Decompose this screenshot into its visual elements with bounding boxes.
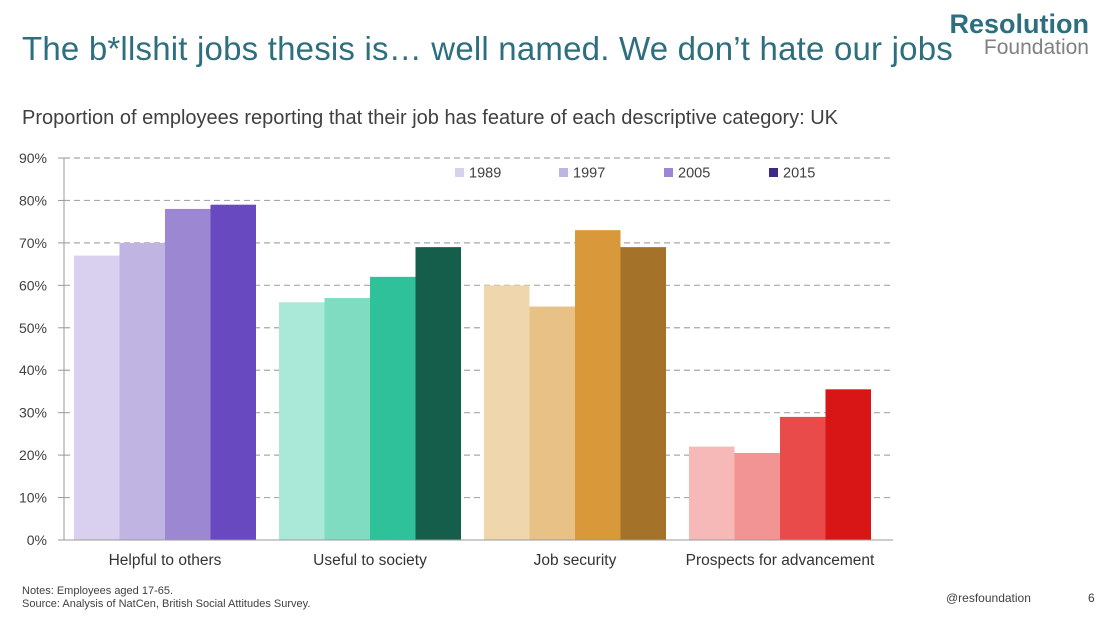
bar-2005 [575, 230, 621, 540]
page-number: 6 [1088, 591, 1095, 605]
x-tick-label: Helpful to others [109, 552, 222, 569]
twitter-handle: @resfoundation [946, 591, 1031, 605]
chart-subtitle: Proportion of employees reporting that t… [22, 107, 839, 129]
legend-label: 1989 [469, 166, 501, 182]
page-title: The b*llshit jobs thesis is… well named.… [22, 30, 953, 67]
bar-2015 [825, 389, 871, 540]
notes-line: Notes: Employees aged 17-65. [22, 585, 174, 597]
x-tick-label: Job security [534, 552, 617, 569]
bar-1997 [324, 298, 370, 540]
y-tick-label: 50% [19, 320, 47, 336]
bar-1997 [734, 452, 780, 540]
logo-text-top: Resolution [949, 9, 1090, 39]
bar-2015 [620, 247, 666, 540]
bar-2015 [415, 247, 461, 540]
resolution-foundation-logo: Resolution Foundation [950, 10, 1090, 58]
legend-swatch [455, 168, 464, 177]
y-tick-label: 20% [19, 447, 47, 463]
y-tick-label: 40% [19, 362, 47, 378]
bar-2005 [780, 416, 826, 540]
legend-label: 2005 [678, 166, 710, 182]
bar-1989 [484, 285, 530, 540]
source-line: Source: Analysis of NatCen, British Soci… [22, 598, 311, 610]
bar-2005 [165, 208, 211, 540]
legend-label: 1997 [573, 166, 605, 182]
x-tick-label: Prospects for advancement [686, 552, 875, 569]
y-tick-label: 0% [27, 532, 47, 548]
bar-2005 [370, 276, 416, 540]
y-tick-label: 10% [19, 490, 47, 506]
y-tick-label: 60% [19, 277, 47, 293]
bar-1997 [119, 242, 165, 540]
y-tick-label: 80% [19, 192, 47, 208]
legend-swatch [769, 168, 778, 177]
logo-text-bottom: Foundation [983, 36, 1089, 59]
y-tick-label: 70% [19, 235, 47, 251]
bar-chart: 0% 10% 20% 30% 40% 50% 60% 70% 80% 90% Helpful to … [19, 150, 893, 569]
bar-1997 [529, 306, 575, 540]
bar-2015 [210, 204, 256, 540]
legend-label: 2015 [783, 166, 815, 182]
y-tick-label: 30% [19, 405, 47, 421]
bar-1989 [74, 255, 120, 540]
legend-swatch [664, 168, 673, 177]
bar-1989 [689, 446, 735, 540]
bar-1989 [279, 302, 325, 540]
chart-notes: Notes: Employees aged 17-65. Source: Ana… [22, 585, 310, 611]
y-tick-label: 90% [19, 150, 47, 166]
x-tick-label: Useful to society [313, 552, 427, 569]
legend-swatch [559, 168, 568, 177]
